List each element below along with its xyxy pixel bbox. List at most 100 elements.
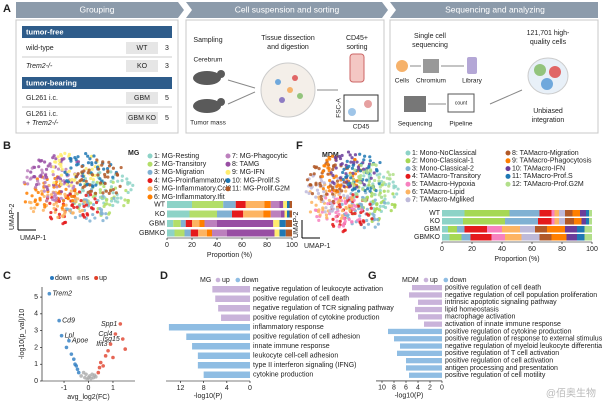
umap-point bbox=[52, 181, 56, 185]
annotation: Trem2 bbox=[52, 291, 72, 298]
umap-point bbox=[340, 214, 345, 218]
umap-icon bbox=[549, 66, 561, 78]
legend-label: 4: TAMacro-Transitory bbox=[412, 173, 481, 180]
umap-point bbox=[103, 181, 107, 186]
panel-label: D bbox=[160, 270, 168, 282]
bar-segment bbox=[565, 226, 577, 233]
bar bbox=[215, 295, 250, 302]
umap-point bbox=[109, 185, 114, 189]
umap-point bbox=[68, 209, 72, 213]
mouse-icon bbox=[217, 70, 225, 78]
umap-point bbox=[85, 213, 90, 217]
x-tick-label: 100 bbox=[586, 246, 598, 253]
umap-point bbox=[59, 152, 63, 157]
umap-point bbox=[76, 155, 80, 159]
term-label: activation of innate immune response bbox=[445, 321, 561, 328]
umap-point bbox=[107, 160, 111, 164]
umap-point bbox=[90, 173, 95, 177]
bar-segment bbox=[539, 234, 552, 241]
umap-point bbox=[347, 204, 351, 208]
bar bbox=[168, 324, 250, 331]
facs-plot bbox=[343, 94, 379, 122]
bar-segment bbox=[461, 234, 471, 241]
umap-point bbox=[366, 187, 370, 191]
umap-point bbox=[36, 179, 40, 183]
umap-point bbox=[317, 167, 321, 171]
category-label: WT bbox=[429, 210, 441, 217]
bar-segment bbox=[547, 226, 565, 233]
umap-point bbox=[335, 219, 339, 223]
bar-segment bbox=[279, 229, 286, 237]
bar bbox=[406, 365, 442, 371]
umap-point bbox=[338, 176, 343, 180]
umap-point bbox=[378, 189, 382, 193]
umap-point bbox=[362, 183, 366, 187]
umap-point bbox=[81, 174, 85, 178]
x-tick-label: 10 bbox=[378, 385, 386, 392]
bar-segment bbox=[551, 234, 567, 241]
umap-point bbox=[88, 219, 92, 223]
umap-point bbox=[365, 218, 369, 223]
bar-segment bbox=[565, 210, 573, 217]
watermark: @佰奥生物 bbox=[546, 387, 596, 400]
umap-point bbox=[42, 189, 46, 193]
umap-point bbox=[56, 215, 60, 219]
bar bbox=[218, 305, 250, 312]
umap-point bbox=[352, 203, 356, 207]
bar-segment bbox=[566, 234, 577, 241]
umap-point bbox=[59, 196, 63, 200]
umap-point bbox=[381, 204, 386, 208]
umap-point bbox=[382, 189, 386, 193]
umap-point bbox=[98, 188, 102, 192]
umap-point bbox=[317, 218, 321, 222]
bar-segment bbox=[283, 201, 287, 208]
umap-point bbox=[346, 150, 351, 154]
umap-point bbox=[322, 190, 326, 194]
umap-point bbox=[325, 192, 329, 196]
point bbox=[74, 364, 79, 368]
bar-segment bbox=[464, 210, 510, 217]
legend-label: ns bbox=[82, 275, 90, 282]
umap-point bbox=[100, 163, 104, 167]
umap-point bbox=[58, 179, 62, 183]
group-row-name: GL261 i.c. bbox=[26, 111, 58, 118]
x-axis-label: -log10(P) bbox=[395, 393, 424, 400]
annotation: Isg15 bbox=[103, 336, 120, 343]
umap-point bbox=[43, 180, 47, 185]
umap-point bbox=[348, 153, 352, 157]
umap-point bbox=[120, 174, 125, 178]
umap-point bbox=[69, 189, 73, 193]
umap-point bbox=[325, 215, 329, 220]
umap-point bbox=[346, 182, 350, 187]
umap-point bbox=[94, 161, 98, 165]
umap-point bbox=[102, 204, 106, 208]
group-code: GBM bbox=[134, 95, 150, 102]
umap-point bbox=[115, 172, 119, 176]
umap-point bbox=[371, 185, 375, 189]
bar-segment bbox=[173, 220, 181, 227]
bar bbox=[192, 343, 250, 350]
umap-point bbox=[366, 222, 371, 226]
umap-point bbox=[63, 210, 67, 215]
umap-point bbox=[362, 220, 366, 224]
umap-point bbox=[350, 156, 354, 160]
umap-point bbox=[382, 201, 387, 205]
bar-segment bbox=[287, 210, 290, 218]
umap-point bbox=[93, 191, 98, 195]
group-n: 3 bbox=[165, 63, 169, 70]
umap-point bbox=[355, 194, 359, 199]
umap-point bbox=[70, 194, 74, 198]
umap-point bbox=[57, 212, 62, 216]
umap-point bbox=[89, 193, 93, 197]
umap-point bbox=[26, 182, 30, 186]
umap-point bbox=[109, 170, 113, 174]
code-cell bbox=[126, 112, 158, 124]
umap-point bbox=[331, 195, 336, 199]
umap-point bbox=[69, 166, 73, 170]
cells-icon bbox=[396, 60, 408, 72]
umap-point bbox=[355, 160, 359, 164]
bar-segment bbox=[470, 234, 492, 241]
umap-point bbox=[334, 158, 338, 163]
umap-point bbox=[49, 217, 54, 221]
